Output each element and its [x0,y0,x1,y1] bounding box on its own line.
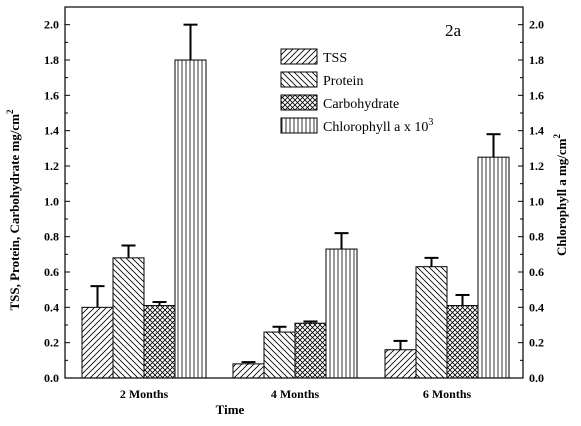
right-tick-label: 1.4 [529,124,544,138]
left-tick-label: 1.8 [44,53,59,67]
left-tick-label: 0.6 [44,265,59,279]
y-axis-title-right-sup: 2 [552,134,562,139]
y-axis-title-left: TSS, Protein, Carbohydrate mg/cm2 [5,109,22,311]
right-tick-label: 0.4 [529,300,544,314]
x-axis-ticks: 2 Months 4 Months 6 Months [120,373,472,401]
right-axis-ticks: 0.0 0.2 0.4 0.6 0.8 1.0 1.2 1.4 1.6 1.8 2.0 [518,6,544,385]
left-tick-label: 1.4 [44,124,59,138]
bar-diag-right-1 [81,306,114,379]
bar-vertical-3 [477,156,510,379]
legend: TSS Protein Carbohydrate Chlorophyll a x 10… [280,48,433,135]
x-axis-title: Time [216,402,245,417]
legend-label: Chlorophyll a x 103 [323,117,433,135]
legend-swatch-diag-right [280,48,318,65]
left-axis-ticks: 0.0 0.2 0.4 0.6 0.8 1.0 1.2 1.4 1.6 1.8 2.0 [44,6,70,385]
right-tick-label: 2.0 [529,18,544,32]
legend-swatch-crosshatch [280,94,318,111]
error-bars-layer [90,23,501,364]
bar-diag-right-2 [232,363,265,379]
panel-label: 2a [445,21,462,40]
bar-crosshatch-1 [143,305,176,379]
legend-swatch-diag-left [280,71,318,88]
bar-vertical-2 [325,248,358,379]
left-tick-label: 0.4 [44,300,59,314]
bar-diag-left-3 [415,266,448,379]
right-tick-label: 0.0 [529,371,544,385]
legend-label-sup: 3 [428,117,433,128]
y-axis-title-right: Chlorophyll a mg/cm2 [552,134,569,257]
right-tick-label: 0.2 [529,336,544,350]
right-tick-label: 0.6 [529,265,544,279]
legend-label: Protein [323,74,363,89]
legend-label: TSS [323,51,347,66]
y-axis-title-left-main: TSS, Protein, Carbohydrate mg/cm [7,114,22,311]
bar-crosshatch-2 [294,322,327,379]
right-tick-label: 0.8 [529,230,544,244]
left-tick-label: 1.2 [44,159,59,173]
bar-crosshatch-3 [446,305,479,379]
bar-vertical-1 [174,59,207,379]
left-tick-label: 0.0 [44,371,59,385]
y-axis-title-right-main: Chlorophyll a mg/cm [554,138,569,256]
x-tick-label: 4 Months [271,387,320,401]
left-tick-label: 0.2 [44,336,59,350]
right-tick-label: 1.6 [529,88,544,102]
legend-swatch-vertical [280,117,318,134]
y-axis-title-left-sup: 2 [5,109,15,114]
bar-diag-right-3 [384,349,417,379]
right-tick-label: 1.0 [529,194,544,208]
left-tick-label: 1.0 [44,194,59,208]
bar-diag-left-2 [263,331,296,379]
x-tick-label: 2 Months [120,387,169,401]
legend-label: Carbohydrate [323,97,399,112]
left-tick-label: 2.0 [44,18,59,32]
left-tick-label: 1.6 [44,88,59,102]
right-tick-label: 1.2 [529,159,544,173]
right-tick-label: 1.8 [529,53,544,67]
x-tick-label: 6 Months [423,387,472,401]
bar-diag-left-1 [112,257,145,379]
left-tick-label: 0.8 [44,230,59,244]
bars-layer [81,59,510,379]
